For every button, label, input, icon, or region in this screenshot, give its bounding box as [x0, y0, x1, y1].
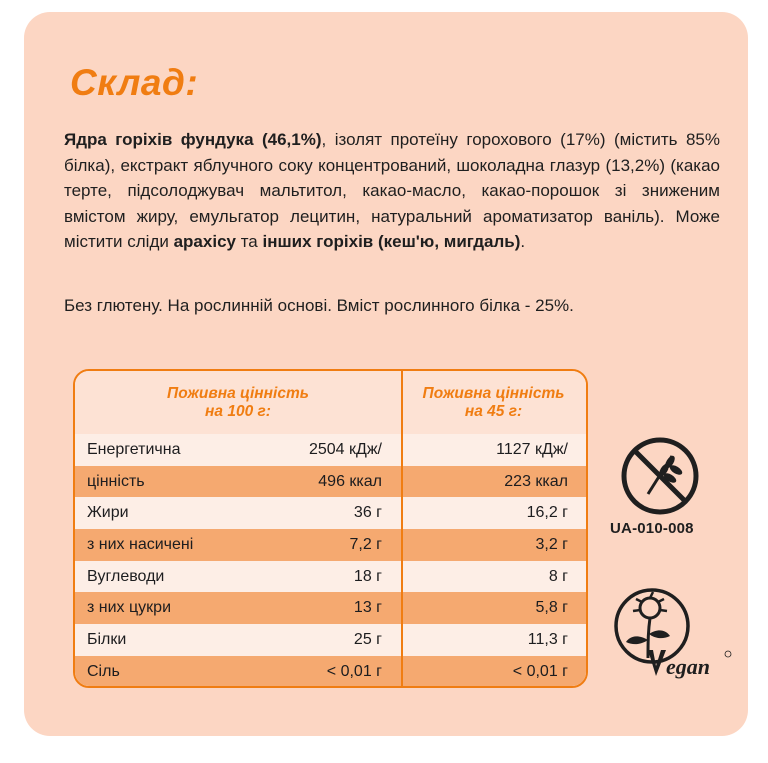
- connector-text: та: [235, 232, 263, 252]
- nutrition-header: Поживна цінність на 100 г: Поживна цінні…: [75, 371, 586, 435]
- table-row: з них цукри 13 г 5,8 г: [75, 592, 586, 625]
- table-row: Енергетична 2504 кДж/1127 кДж/: [75, 434, 586, 466]
- page-title: Склад:: [70, 62, 199, 103]
- composition-text: Ядра горіхів фундука (46,1%), ізолят про…: [64, 127, 720, 255]
- nutrition-rows: Енергетична 2504 кДж/1127 кДж/ цінність 49…: [75, 434, 586, 686]
- table-row: з них насичені 7,2 г 3,2 г: [75, 529, 586, 561]
- table-row: цінність 496 ккал 223 ккал: [75, 465, 586, 498]
- allergen-nuts: інших горіхів (кеш'ю, мигдаль): [262, 232, 521, 252]
- ingredients-list: , ізолят протеїну горохового (17%) (міст…: [64, 130, 721, 252]
- gluten-free-code: UA-010-008: [610, 520, 694, 537]
- end-punct: .: [520, 232, 526, 252]
- column-divider: [401, 371, 403, 686]
- svg-text:egan: egan: [666, 654, 710, 679]
- header-per-100: Поживна цінність на 100 г:: [167, 384, 309, 420]
- main-ingredient: Ядра горіхів фундука (46,1%): [64, 130, 322, 149]
- gluten-free-icon: [621, 437, 699, 515]
- table-row: Сіль < 0,01 г < 0,01 г: [75, 655, 586, 686]
- allergen-peanut: арахісу: [173, 232, 236, 252]
- nutrition-table: Поживна цінність на 100 г: Поживна цінні…: [73, 369, 588, 688]
- header-per-45: Поживна цінність на 45 г:: [422, 384, 565, 420]
- vegan-icon: egan: [614, 588, 732, 679]
- table-row: Білки 25 г 11,3 г: [75, 624, 586, 656]
- extra-info: Без глютену. На рослинній основі. Вміст …: [64, 296, 574, 315]
- table-row: Жири 36 г 16,2 г: [75, 497, 586, 530]
